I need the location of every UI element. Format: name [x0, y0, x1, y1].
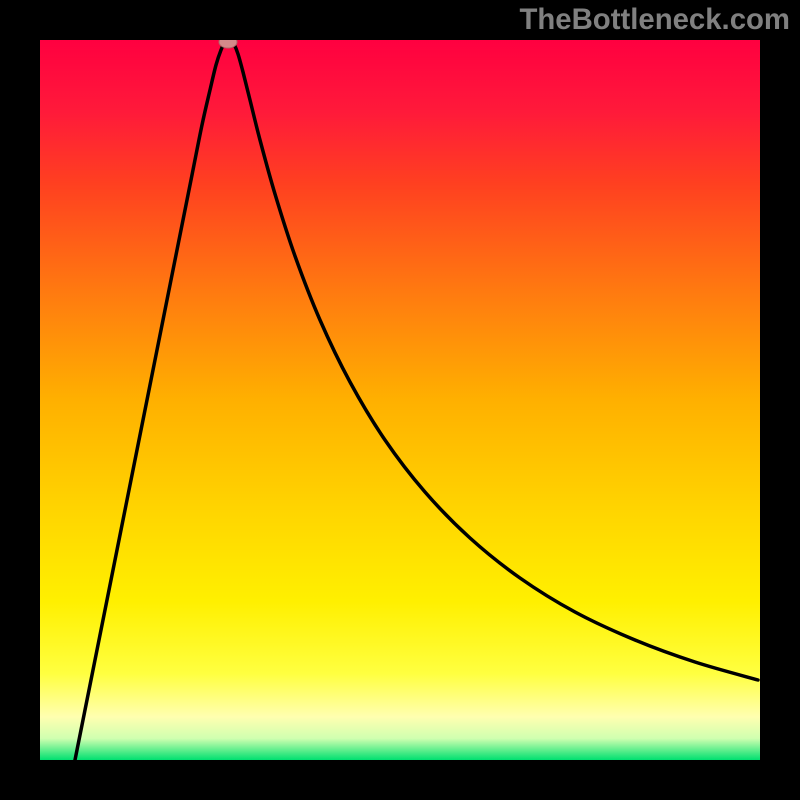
chart-svg [0, 0, 800, 800]
watermark-text: TheBottleneck.com [519, 3, 790, 37]
chart-frame: TheBottleneck.com [0, 0, 800, 800]
